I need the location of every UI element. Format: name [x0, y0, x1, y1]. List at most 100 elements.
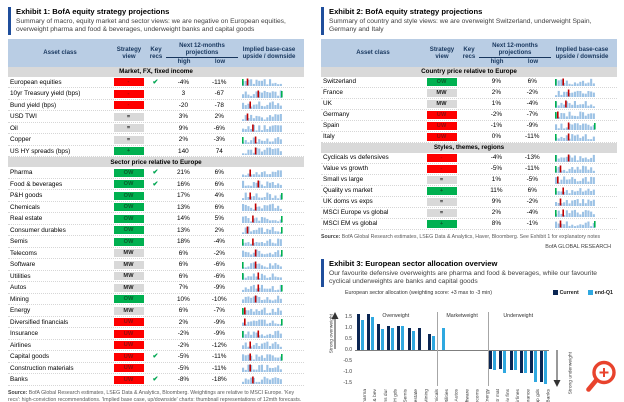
chart-bar-endq1	[523, 350, 527, 373]
table-row: Cyclicals vs defensives - -4% -13%	[321, 153, 617, 164]
column-header-projections: Next 12-months projections high low	[166, 39, 238, 67]
strategy-view-cell: MW	[425, 88, 459, 98]
strategy-view-chip: OW	[426, 77, 457, 86]
implied-upside-cell	[237, 111, 304, 122]
strategy-view-cell: =	[112, 111, 146, 122]
proj-high-cell: -5%	[177, 353, 190, 361]
implied-upside-cell	[237, 179, 304, 190]
check-icon: ✔	[152, 169, 159, 177]
strategy-view-chip: UW	[113, 364, 144, 373]
exhibit3-header: Exhibit 3: European sector allocation ov…	[321, 258, 618, 287]
x-axis-label: Div fins	[505, 388, 511, 402]
proj-high-cell: 17%	[176, 192, 190, 200]
strategy-view-cell: UW	[425, 132, 459, 142]
strategy-view-cell: -	[425, 164, 459, 174]
forecast-sparkline	[555, 176, 596, 184]
implied-upside-cell	[237, 317, 304, 328]
exhibit1-header: Exhibit 1: BofA equity strategy projecti…	[8, 7, 306, 35]
weight-group-label: Underweight	[503, 312, 534, 319]
forecast-sparkline	[242, 261, 283, 269]
table-row: Value vs growth - -5% -11%	[321, 164, 617, 175]
forecast-sparkline	[242, 249, 283, 258]
implied-upside-cell	[237, 88, 304, 99]
key-recs-cell	[459, 208, 479, 218]
proj-low-cell: -2%	[526, 89, 538, 97]
strategy-view-chip: -	[426, 164, 457, 173]
proj-low-cell: -11%	[525, 133, 540, 141]
key-recs-cell	[146, 305, 166, 316]
implied-upside-cell	[550, 208, 617, 218]
section-header-row: Market, FX, fixed income	[8, 66, 304, 77]
proj-high-cell: 13%	[176, 226, 190, 234]
table-row: MSCI Europe vs global = 2% -4%	[321, 208, 617, 219]
asset-cell: Diversified financials	[10, 318, 69, 326]
proj-high-cell: 140	[178, 147, 189, 155]
y-axis-tick-label: 0.5	[345, 335, 352, 342]
asset-cell: Construction materials	[10, 364, 74, 372]
strategy-view-cell: MW	[112, 248, 146, 259]
exhibit2-header: Exhibit 2: BofA equity strategy projecti…	[321, 7, 618, 35]
column-header-high: high	[490, 57, 504, 65]
implied-upside-cell	[237, 77, 304, 88]
table-row: Energy MW 6% -7%	[8, 305, 304, 317]
key-recs-cell	[146, 100, 166, 111]
table-row: Capital goods UW ✔ -5% -11%	[8, 351, 304, 363]
implied-upside-cell	[550, 175, 617, 185]
chart-bar-endq1	[391, 327, 395, 350]
proj-low-cell: -18%	[211, 376, 227, 384]
strategy-view-chip: OW	[113, 180, 144, 189]
strategy-view-chip: UW	[426, 121, 457, 130]
proj-high-cell: 18%	[176, 238, 190, 246]
implied-upside-cell	[237, 305, 304, 316]
legend-swatch-endq1	[587, 290, 593, 296]
proj-low-cell: -4%	[526, 209, 538, 217]
forecast-sparkline	[242, 295, 283, 304]
chart-bar-endq1	[381, 328, 384, 350]
x-axis-label: Telecoms	[475, 388, 481, 402]
proj-low-cell: 6%	[214, 203, 224, 211]
implied-upside-cell	[237, 259, 304, 270]
table-row: UK MW 1% -4%	[321, 99, 617, 110]
key-recs-cell	[146, 225, 166, 236]
zoom-in-icon[interactable]	[583, 359, 619, 400]
table-row: USD TWI = 3% 2%	[8, 111, 304, 123]
implied-upside-cell	[237, 328, 304, 339]
forecast-sparkline	[242, 330, 283, 338]
strategy-view-cell: OW	[112, 190, 146, 201]
table-row: Pharma OW ✔ 21% 6%	[8, 167, 304, 179]
asset-cell: Mining	[10, 295, 29, 303]
implied-upside-cell	[237, 351, 304, 362]
forecast-sparkline	[242, 226, 283, 235]
asset-cell: European equities	[10, 78, 62, 86]
strategy-view-chip: -	[113, 89, 144, 98]
exhibit3-subtitle: Our favourite defensive overweights are …	[329, 269, 598, 286]
y-axis-tick-label: 0.0	[345, 346, 352, 353]
chart-bar-current	[499, 350, 503, 370]
forecast-sparkline	[242, 101, 283, 110]
proj-high-cell: 1%	[491, 100, 502, 108]
table-row: Semis OW 18% -4%	[8, 236, 304, 248]
key-recs-cell: ✔	[146, 167, 166, 178]
asset-cell: Copper	[10, 136, 31, 144]
key-recs-cell	[459, 219, 479, 229]
strategy-view-cell: +	[425, 186, 459, 196]
strategy-view-cell: =	[112, 123, 146, 134]
proj-high-cell: -5%	[177, 364, 190, 372]
implied-upside-cell	[550, 88, 617, 98]
chart-bar-current	[366, 314, 370, 350]
proj-low-cell: 6%	[214, 169, 224, 177]
key-recs-cell	[146, 363, 166, 374]
proj-low-cell: -7%	[213, 307, 225, 315]
strategy-view-cell: UW	[425, 121, 459, 131]
proj-high-cell: 7%	[178, 284, 189, 292]
asset-cell: 10yr Treasury yield (bps)	[10, 90, 81, 98]
asset-cell: Chemicals	[10, 203, 40, 211]
strategy-view-cell: +	[112, 146, 146, 157]
strategy-view-cell: OW	[425, 77, 459, 87]
proj-high-cell: 2%	[491, 89, 502, 97]
table-row: Insurance UW -2% -9%	[8, 328, 304, 340]
key-recs-cell	[146, 271, 166, 282]
key-recs-cell	[146, 146, 166, 157]
proj-low-cell: -6%	[213, 124, 225, 132]
forecast-sparkline	[242, 341, 283, 350]
